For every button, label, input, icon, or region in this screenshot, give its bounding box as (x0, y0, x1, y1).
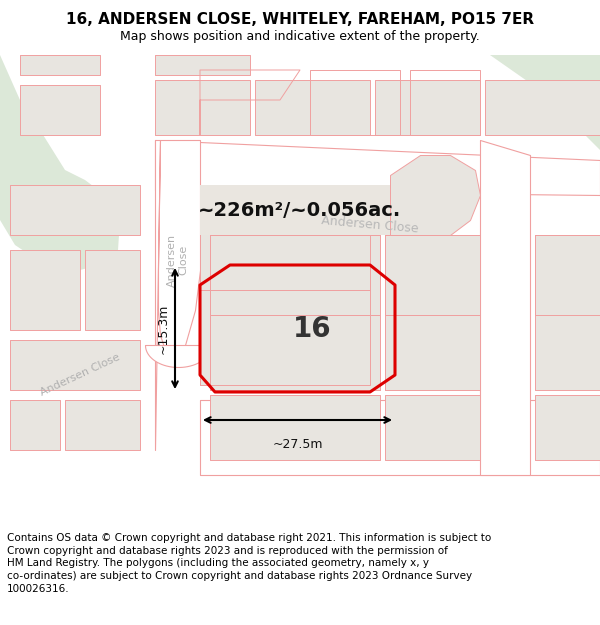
Text: Andersen Close: Andersen Close (321, 214, 419, 236)
Text: 16: 16 (293, 315, 331, 343)
Text: 16, ANDERSEN CLOSE, WHITELEY, FAREHAM, PO15 7ER: 16, ANDERSEN CLOSE, WHITELEY, FAREHAM, P… (66, 12, 534, 27)
Text: ~15.3m: ~15.3m (157, 303, 170, 354)
Text: Andersen Close: Andersen Close (38, 352, 121, 398)
Text: ~226m²/~0.056ac.: ~226m²/~0.056ac. (199, 201, 401, 219)
Text: Map shows position and indicative extent of the property.: Map shows position and indicative extent… (120, 30, 480, 43)
Text: ~27.5m: ~27.5m (272, 438, 323, 451)
Text: Contains OS data © Crown copyright and database right 2021. This information is : Contains OS data © Crown copyright and d… (7, 533, 491, 594)
Text: Andersen
Close: Andersen Close (167, 233, 189, 286)
